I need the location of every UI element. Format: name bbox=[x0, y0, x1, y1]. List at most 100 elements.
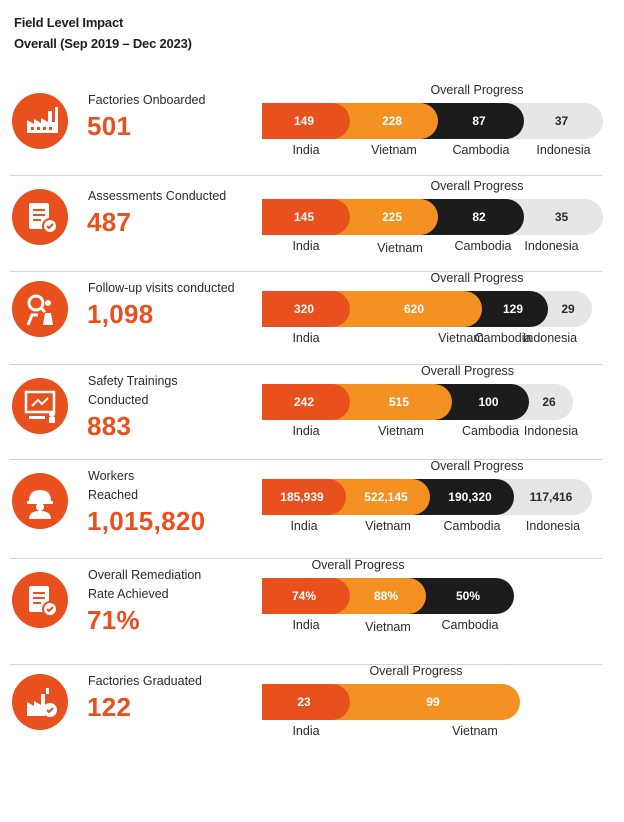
category-label-cambodia: Cambodia bbox=[443, 519, 501, 533]
metric-total: 122 bbox=[87, 692, 132, 722]
bar-segment-india bbox=[262, 103, 350, 139]
category-label-indonesia: Indonesia bbox=[523, 424, 579, 438]
bar-segment-india bbox=[262, 684, 350, 720]
progress-bar: 242 515 100 26 bbox=[262, 384, 573, 420]
assessment-document-icon bbox=[12, 189, 68, 245]
report-header: Field Level Impact Overall (Sep 2019 – D… bbox=[14, 12, 192, 54]
bar-value-label: 117,416 bbox=[529, 490, 573, 504]
progress-bar: 320 620 129 29 bbox=[262, 291, 592, 327]
bar-value-label: 620 bbox=[403, 302, 425, 316]
metric-label: Factories Onboarded bbox=[88, 91, 258, 110]
category-label-india: India bbox=[292, 239, 320, 253]
metric-label: Follow-up visits conducted bbox=[88, 279, 258, 298]
category-label-cambodia: Cambodia bbox=[452, 143, 510, 157]
category-label-cambodia: Cambodia bbox=[441, 618, 499, 632]
metric-section: Follow-up visits conducted 1,098 Overall P… bbox=[0, 271, 624, 364]
bar-value-label: 99 bbox=[426, 695, 440, 709]
category-label-cambodia: Cambodia bbox=[474, 331, 532, 345]
metric-label: Assessments Conducted bbox=[88, 187, 258, 206]
category-label-vietnam: Vietnam bbox=[371, 143, 417, 157]
bar-title: Overall Progress bbox=[420, 364, 515, 378]
metric-label-line: Factories Onboarded bbox=[88, 93, 206, 107]
metric-section: Workers Reached 1,015,820 Overall Progress 1… bbox=[0, 459, 624, 558]
bar-value-label: 228 bbox=[381, 114, 403, 128]
category-label-vietnam: Vietnam bbox=[438, 331, 484, 345]
metric-label-line: Rate Achieved bbox=[88, 587, 169, 601]
metric-total: 487 bbox=[87, 207, 132, 237]
bar-title: Overall Progress bbox=[311, 558, 405, 572]
bar-segment-india bbox=[262, 479, 346, 515]
metric-section: Safety Trainings Conducted 883 Overall Prog… bbox=[0, 364, 624, 459]
bar-value-label: 100 bbox=[478, 395, 499, 409]
category-label-vietnam: Vietnam bbox=[377, 241, 423, 255]
bar-title: Overall Progress bbox=[430, 83, 524, 97]
bar-value-label: 23 bbox=[297, 695, 311, 709]
category-label-vietnam: Vietnam bbox=[452, 724, 498, 738]
category-label-india: India bbox=[292, 424, 320, 438]
metric-label-line: Safety Trainings bbox=[88, 374, 178, 388]
category-label-india: India bbox=[292, 618, 320, 632]
metric-total: 501 bbox=[87, 111, 132, 141]
bar-value-label: 242 bbox=[293, 395, 315, 409]
category-label-india: India bbox=[292, 724, 320, 738]
header-title: Field Level Impact bbox=[14, 15, 124, 30]
metric-section: Factories Onboarded 501 Overall Progress 14… bbox=[0, 83, 624, 175]
metric-label-line: Workers bbox=[88, 469, 135, 483]
category-label-cambodia: Cambodia bbox=[462, 424, 519, 438]
metric-section: Overall Remediation Rate Achieved 71% Overa… bbox=[0, 558, 624, 664]
metric-label: Factories Graduated bbox=[88, 672, 258, 691]
section-divider bbox=[10, 271, 602, 272]
section-divider bbox=[10, 175, 602, 176]
bar-value-label: 74% bbox=[291, 589, 317, 603]
bar-value-label: 87 bbox=[472, 114, 486, 128]
bar-value-label: 515 bbox=[388, 395, 410, 409]
bar-value-label: 82 bbox=[472, 210, 486, 224]
section-divider bbox=[10, 364, 602, 365]
section-divider bbox=[10, 664, 602, 665]
metric-label-line: Follow-up visits conducted bbox=[88, 281, 235, 295]
graduated-factory-icon bbox=[12, 674, 68, 730]
metric-label: Workers Reached bbox=[88, 467, 258, 505]
metric-label-line: Overall Remediation bbox=[88, 568, 202, 582]
progress-bar: 149 228 87 37 bbox=[262, 103, 603, 139]
worker-helmet-icon bbox=[12, 473, 68, 529]
factory-icon bbox=[12, 93, 68, 149]
bar-value-label: 185,939 bbox=[280, 490, 324, 504]
bar-value-label: 522,145 bbox=[364, 490, 408, 504]
bar-segment-india bbox=[262, 291, 350, 327]
progress-bar: 74% 88% 50% bbox=[262, 578, 514, 614]
bar-segment-india bbox=[262, 199, 350, 235]
category-label-indonesia: Indonesia bbox=[522, 331, 578, 345]
inspector-icon bbox=[12, 281, 68, 337]
metric-total: 883 bbox=[87, 411, 132, 441]
bar-segment-vietnam bbox=[332, 384, 452, 420]
category-label-indonesia: Indonesia bbox=[536, 143, 591, 157]
progress-bar: 185,939 522,145 190,320 117,416 bbox=[262, 479, 592, 515]
metric-label: Safety Trainings Conducted bbox=[88, 372, 258, 410]
metric-label-line: Conducted bbox=[88, 393, 149, 407]
metric-label-line: Assessments Conducted bbox=[88, 189, 227, 203]
category-label-vietnam: Vietnam bbox=[365, 620, 411, 634]
metric-section: Factories Graduated 122 Overall Progress 23… bbox=[0, 664, 624, 764]
metric-label: Overall Remediation Rate Achieved bbox=[88, 566, 258, 604]
section-divider bbox=[10, 558, 602, 559]
bar-title: Overall Progress bbox=[430, 179, 524, 193]
bar-title: Overall Progress bbox=[369, 664, 463, 678]
category-label-india: India bbox=[290, 519, 318, 533]
bar-value-label: 149 bbox=[293, 114, 315, 128]
category-label-indonesia: Indonesia bbox=[524, 239, 579, 253]
bar-value-label: 320 bbox=[293, 302, 315, 316]
category-label-india: India bbox=[292, 143, 320, 157]
bar-value-label: 50% bbox=[455, 589, 481, 603]
category-label-vietnam: Vietnam bbox=[378, 424, 424, 438]
bar-value-label: 129 bbox=[502, 302, 524, 316]
metric-label-line: Factories Graduated bbox=[88, 674, 202, 688]
bar-title: Overall Progress bbox=[430, 271, 524, 285]
bar-value-label: 26 bbox=[542, 395, 556, 409]
category-label-vietnam: Vietnam bbox=[365, 519, 411, 533]
progress-bar: 145 225 82 35 bbox=[262, 199, 603, 235]
category-label-india: India bbox=[292, 331, 320, 345]
bar-segment-vietnam bbox=[332, 291, 482, 327]
metric-total: 71% bbox=[87, 605, 140, 635]
metric-total: 1,015,820 bbox=[87, 506, 206, 536]
